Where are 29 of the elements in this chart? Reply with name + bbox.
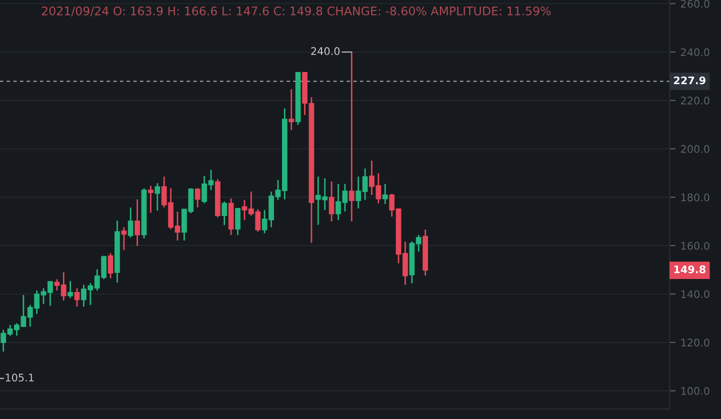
y-tick-label: 140.0 bbox=[681, 290, 710, 298]
y-tick-label: 200.0 bbox=[680, 145, 710, 153]
candlestick bbox=[108, 252, 114, 279]
annotation: 240.0 bbox=[311, 47, 340, 56]
candlestick bbox=[194, 188, 200, 208]
annotation: 149.8 bbox=[674, 265, 706, 274]
candlestick bbox=[134, 198, 140, 247]
candlestick bbox=[222, 200, 228, 226]
y-tick-label: 240.0 bbox=[680, 48, 710, 56]
chart-title: 2021/09/24 O: 163.9 H: 166.6 L: 147.6 C: 149.8 CHANGE: -8.60% AMPLITUDE: 11.59% bbox=[42, 6, 551, 16]
candlestick bbox=[68, 280, 74, 299]
candlestick bbox=[148, 185, 154, 214]
ref-line-label: 227.9 bbox=[674, 76, 706, 84]
candlestick bbox=[348, 51, 354, 222]
y-tick-label: 160.0 bbox=[681, 242, 710, 250]
y-tick-label: 260.0 bbox=[680, 0, 710, 8]
candlestick bbox=[328, 180, 334, 222]
candlestick bbox=[235, 208, 240, 236]
y-tick-label: 220.0 bbox=[680, 96, 710, 105]
candlestick bbox=[121, 226, 127, 251]
candlestick bbox=[382, 183, 388, 205]
y-tick-label: 100.0 bbox=[681, 387, 710, 395]
y-tick-label: 180.0 bbox=[681, 193, 710, 202]
y-tick-label: 120.0 bbox=[681, 338, 710, 347]
candlestick bbox=[154, 182, 160, 212]
candlestick bbox=[128, 206, 134, 238]
annotation: 105.1 bbox=[6, 374, 34, 382]
candlestick bbox=[288, 88, 294, 131]
candlestick bbox=[74, 288, 80, 308]
